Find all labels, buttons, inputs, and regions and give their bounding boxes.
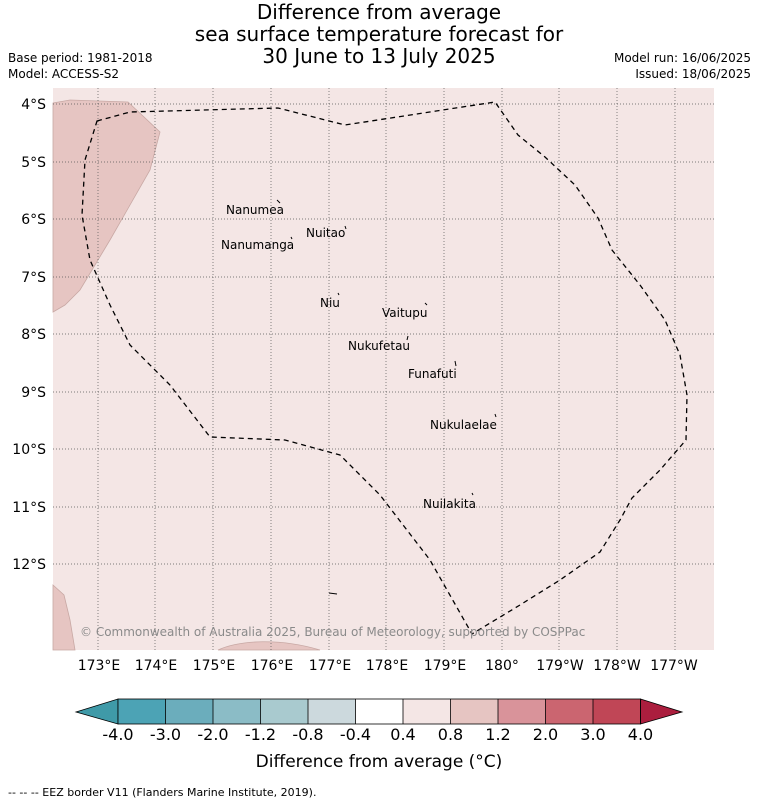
colorbar: -4.0 -3.0 -2.0 -1.2 -0.8 -0.4 0.4 0.8 1.… [74, 698, 684, 744]
island-label-niu: Niu [320, 296, 340, 310]
colorbar-tick: -0.4 [340, 725, 371, 744]
colorbar-tick: 1.2 [485, 725, 510, 744]
island-mark-nanumanga [290, 236, 293, 240]
lon-tick: 178°W [593, 658, 641, 674]
anomaly-patch-south [217, 641, 321, 651]
lon-tick: 180° [485, 658, 519, 674]
lat-tick: 12°S [12, 557, 46, 573]
lon-tick: 179°W [536, 658, 584, 674]
map-ocean [53, 88, 714, 650]
island-label-vaitupu: Vaitupu [382, 306, 428, 320]
colorbar-tick: 0.4 [390, 725, 415, 744]
lon-tick: 174°E [135, 658, 178, 674]
model-run: Model run: 16/06/2025 [613, 51, 751, 65]
island-label-funafuti: Funafuti [408, 367, 457, 381]
issued-date: Issued: 18/06/2025 [635, 67, 751, 81]
island-label-nukulaelae: Nukulaelae [430, 418, 497, 432]
lon-tick: 177°W [650, 658, 698, 674]
model-name: Model: ACCESS-S2 [8, 67, 120, 81]
island-label-nanumea: Nanumea [226, 203, 284, 217]
lat-tick: 8°S [21, 327, 46, 343]
colorbar-tick: 4.0 [628, 725, 653, 744]
colorbar-tick: 3.0 [580, 725, 605, 744]
lon-tick: 179°E [424, 658, 467, 674]
island-mark-vaitupu [424, 302, 428, 306]
island-mark-nukufetau [406, 335, 409, 341]
colorbar-tick: -3.0 [150, 725, 181, 744]
island-mark-niu [337, 292, 340, 296]
anomaly-patch-west [52, 99, 161, 313]
copyright-text: © Commonwealth of Australia 2025, Bureau… [80, 625, 585, 639]
island-label-nukufetau: Nukufetau [348, 339, 410, 353]
island-label-nuitao: Nuitao [306, 226, 345, 240]
island-mark-funafuti [454, 360, 457, 367]
lat-tick: 7°S [21, 270, 46, 286]
island-mark-nanumea [276, 199, 281, 204]
island-label-nanumanga: Nanumanga [221, 238, 294, 252]
lat-tick: 4°S [21, 97, 46, 113]
colorbar-tick: 0.8 [438, 725, 463, 744]
lat-tick: 6°S [21, 212, 46, 228]
title-line-2: sea surface temperature forecast for [194, 22, 564, 46]
colorbar-tick: -1.2 [245, 725, 276, 744]
colorbar-tick: -4.0 [102, 725, 133, 744]
colorbar-label: Difference from average (°C) [255, 752, 503, 772]
island-label-nuilakita: Nuilakita [423, 497, 476, 511]
island-marks [276, 199, 497, 595]
lat-tick: 9°S [21, 385, 46, 401]
island-mark-nukulaelae [494, 413, 497, 418]
base-period: Base period: 1981-2018 [8, 51, 153, 65]
colorbar-tick: 2.0 [533, 725, 558, 744]
anomaly-patch-southwest [52, 584, 76, 651]
island-mark-nuitao [344, 225, 347, 230]
title-line-1: Difference from average [256, 0, 502, 24]
title-line-3: 30 June to 13 July 2025 [262, 44, 496, 68]
lat-tick: 10°S [12, 442, 46, 458]
lat-tick: 11°S [12, 500, 46, 516]
island-mark-nuilakita [471, 492, 474, 496]
lon-tick: 173°E [78, 658, 121, 674]
lat-tick: 5°S [21, 155, 46, 171]
eez-border [81, 101, 688, 635]
reef-mark [328, 592, 338, 595]
lon-tick: 178°E [366, 658, 409, 674]
colorbar-tick: -2.0 [197, 725, 228, 744]
lon-tick: 177°E [309, 658, 352, 674]
eez-legend-note: -- -- -- EEZ border V11 (Flanders Marine… [8, 786, 317, 799]
lon-tick: 176°E [251, 658, 294, 674]
gridlines [53, 88, 714, 650]
colorbar-tick: -0.8 [292, 725, 323, 744]
lon-tick: 175°E [193, 658, 236, 674]
